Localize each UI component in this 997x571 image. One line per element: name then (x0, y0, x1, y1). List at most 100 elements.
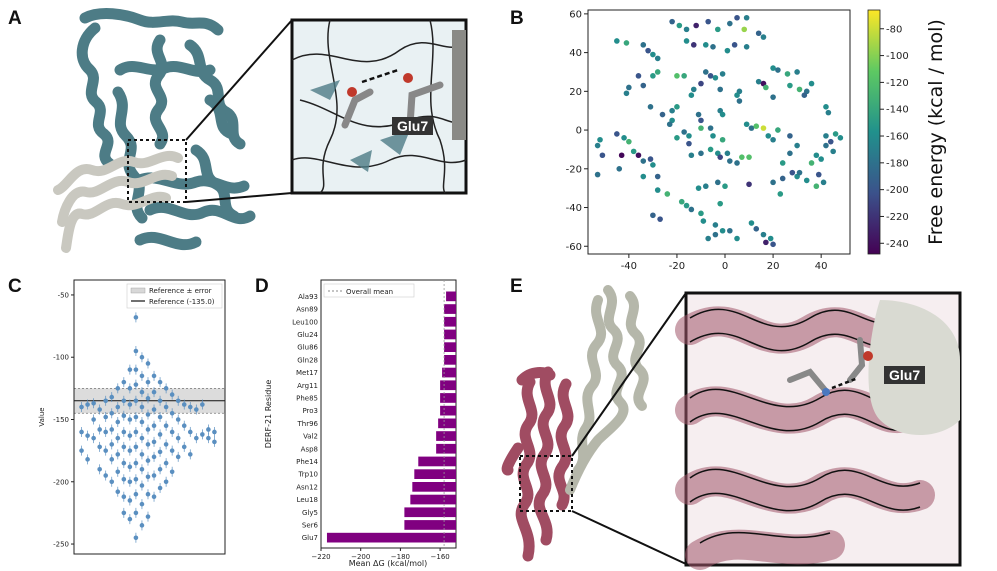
scatter-point (647, 156, 654, 162)
scatter-point (775, 67, 781, 73)
scatter-point (623, 90, 630, 97)
category-label: Gln28 (297, 356, 318, 364)
category-label: Arg11 (297, 382, 318, 390)
scatter-point (683, 202, 690, 209)
strip-point (151, 373, 157, 379)
scatter-point (630, 148, 637, 155)
strip-point (145, 514, 151, 519)
category-label: Leu18 (297, 496, 318, 504)
strip-point (103, 398, 109, 404)
y-tick-label: -250 (53, 541, 69, 549)
strip-point (151, 473, 157, 478)
strip-point (103, 414, 109, 420)
bar (412, 482, 456, 492)
bar (444, 355, 456, 365)
scatter-point (714, 179, 721, 186)
panel-letter-b: B (510, 8, 524, 29)
strip-point (169, 392, 175, 397)
scatter-point (640, 82, 647, 89)
strip-point (169, 448, 175, 453)
scatter-point (724, 47, 731, 54)
scatter-point (739, 154, 745, 160)
scatter-point (698, 210, 704, 217)
scatter-point (746, 181, 752, 188)
strip-point (145, 491, 151, 497)
scatter-point (755, 30, 762, 37)
scatter-point (698, 80, 704, 87)
y-tick-label: -50 (58, 291, 69, 299)
strip-point (121, 510, 127, 516)
strip-point (127, 402, 133, 407)
strip-point (103, 429, 109, 435)
strip-point (115, 489, 121, 495)
strip-point (115, 386, 121, 391)
scatter-point (705, 235, 711, 242)
colorbar-tick-label: -120 (886, 78, 909, 89)
scatter-point (830, 148, 836, 155)
scatter-point (614, 38, 620, 44)
scatter-point (707, 73, 714, 79)
bar (410, 494, 456, 505)
strip-point (127, 498, 133, 503)
strip-point (139, 483, 145, 488)
colorbar-tick-label: -240 (886, 239, 909, 250)
bar (444, 329, 456, 340)
scatter-point (626, 138, 632, 145)
scatter-point (640, 42, 647, 48)
scatter-point (722, 183, 728, 190)
scatter-point (664, 191, 671, 197)
strip-point (133, 491, 139, 497)
scatter-point (686, 140, 692, 147)
strip-point (145, 361, 151, 366)
strip-point (145, 458, 151, 463)
strip-point (200, 402, 205, 407)
strip-point (133, 444, 139, 450)
strip-point (212, 439, 217, 445)
strip-point (139, 419, 145, 425)
scatter-point (770, 179, 776, 186)
strip-point (97, 444, 102, 450)
scatter-point (640, 158, 647, 164)
scatter-point (815, 171, 822, 178)
panel-b-plot-frame (587, 9, 851, 255)
strip-point (121, 476, 127, 482)
scatter-point (717, 86, 724, 93)
colorbar-tick-label: -180 (886, 158, 909, 169)
x-tick-label: −220 (311, 553, 330, 561)
legend-mean-label: Overall mean (346, 288, 393, 296)
scatter-point (681, 129, 687, 135)
scatter-point (748, 125, 755, 131)
strip-point (200, 432, 205, 437)
colorbar-tick-label: -140 (886, 105, 909, 116)
scatter-point (676, 22, 683, 29)
scatter-point (770, 94, 776, 100)
strip-point (139, 501, 145, 507)
strip-point (115, 435, 121, 441)
scatter-point (688, 152, 695, 159)
strip-point (151, 423, 157, 429)
strip-point (133, 348, 139, 354)
y-tick-label: -60 (566, 242, 582, 253)
scatter-point (813, 183, 820, 190)
strip-point (133, 315, 139, 320)
strip-point (127, 448, 133, 453)
strip-point (91, 401, 96, 406)
strip-point (157, 398, 163, 404)
strip-point (133, 535, 139, 541)
x-tick-label: −180 (391, 553, 410, 561)
strip-point (121, 429, 127, 435)
x-tick-label: 20 (767, 261, 780, 272)
scatter-point (823, 104, 829, 110)
strip-point (181, 402, 187, 407)
scatter-point (719, 227, 726, 234)
scatter-point (645, 47, 651, 54)
scatter-point (748, 220, 755, 226)
scatter-point (698, 117, 704, 124)
strip-point (133, 382, 139, 387)
colorbar-tick-label: -160 (886, 132, 909, 143)
legend-line-label: Reference (-135.0) (149, 298, 215, 306)
strip-point (91, 417, 96, 422)
scatter-point (796, 86, 803, 93)
bar (440, 393, 456, 403)
panel-letter-e: E (510, 276, 523, 297)
